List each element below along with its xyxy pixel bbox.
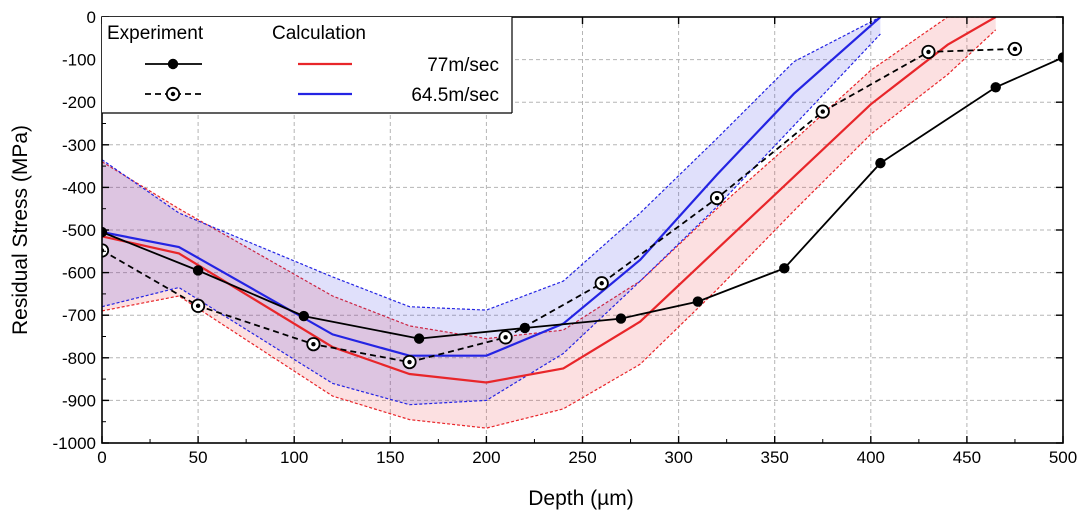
x-tick-label: 500 — [1049, 448, 1077, 467]
experiment-point-1 — [1007, 41, 1023, 57]
experiment-point-1 — [921, 44, 936, 60]
band-fill-1 — [102, 17, 881, 405]
experiment-point-0 — [692, 296, 704, 307]
y-tick-label: -800 — [62, 349, 96, 368]
calculation-line-1 — [102, 17, 882, 357]
y-tick-label: -600 — [62, 264, 96, 283]
experiment-point-0 — [990, 82, 1001, 93]
experiment-point-1 — [594, 276, 609, 291]
calculation-lines — [102, 17, 997, 384]
y-tick-label: -300 — [62, 136, 96, 155]
y-tick-label: -100 — [62, 51, 96, 70]
x-tick-label: 250 — [568, 448, 596, 467]
x-tick-label: 450 — [953, 448, 981, 467]
band-upper-line-1 — [102, 17, 881, 311]
y-axis-title: Residual Stress (MPa) — [9, 125, 32, 335]
y-tick-label: -700 — [62, 306, 96, 325]
experiment-point-1 — [191, 298, 206, 313]
experiment-point-0 — [615, 313, 627, 324]
x-axis-title: Depth (µm) — [528, 487, 633, 510]
legend-marker-experiment-0 — [167, 58, 179, 70]
x-tick-label: 50 — [189, 448, 208, 467]
experiment-point-1 — [815, 104, 830, 119]
legend: Experiment Calculation 77m/sec 64.5m/sec — [102, 17, 513, 114]
y-tick-label: -500 — [62, 221, 96, 240]
x-tick-label: 100 — [280, 448, 308, 467]
experiment-line-1 — [102, 48, 1015, 364]
y-tick-label: -1000 — [53, 434, 96, 453]
legend-experiment-header: Experiment — [107, 23, 204, 44]
legend-label-calculation-0: 77m/sec — [427, 55, 499, 76]
x-axis-ticks: 0 50 100 150 200 250 300 350 400 450 500 — [97, 17, 1077, 467]
experiment-point-1 — [306, 337, 321, 352]
legend-calculation-header: Calculation — [272, 23, 366, 44]
experiment-point-0 — [298, 310, 310, 322]
experiment-point-1 — [498, 330, 513, 345]
experiment-point-0 — [875, 157, 886, 169]
experiment-point-1 — [402, 354, 417, 370]
band-fill-0 — [102, 17, 996, 429]
x-tick-label: 150 — [376, 448, 404, 467]
band-lower-line-0 — [102, 29, 997, 429]
calculation-line-0 — [102, 17, 997, 384]
experiment-point-1 — [709, 190, 725, 206]
x-tick-label: 400 — [857, 448, 885, 467]
band-upper-line-0 — [102, 17, 996, 340]
experiment-point-0 — [779, 263, 790, 274]
x-tick-label: 200 — [472, 448, 500, 467]
legend-label-calculation-1: 64.5m/sec — [411, 85, 499, 106]
experiment-point-0 — [192, 265, 204, 276]
x-tick-label: 300 — [664, 448, 692, 467]
experiment-series — [102, 41, 1063, 370]
legend-marker-experiment-1-dot — [170, 91, 176, 97]
y-tick-label: -200 — [62, 93, 96, 112]
experiment-point-0 — [413, 333, 425, 344]
x-tick-label: 350 — [761, 448, 789, 467]
y-tick-label: 0 — [87, 8, 96, 27]
y-tick-label: -900 — [62, 391, 96, 410]
x-tick-label: 0 — [97, 448, 106, 467]
y-tick-label: -400 — [62, 178, 96, 197]
